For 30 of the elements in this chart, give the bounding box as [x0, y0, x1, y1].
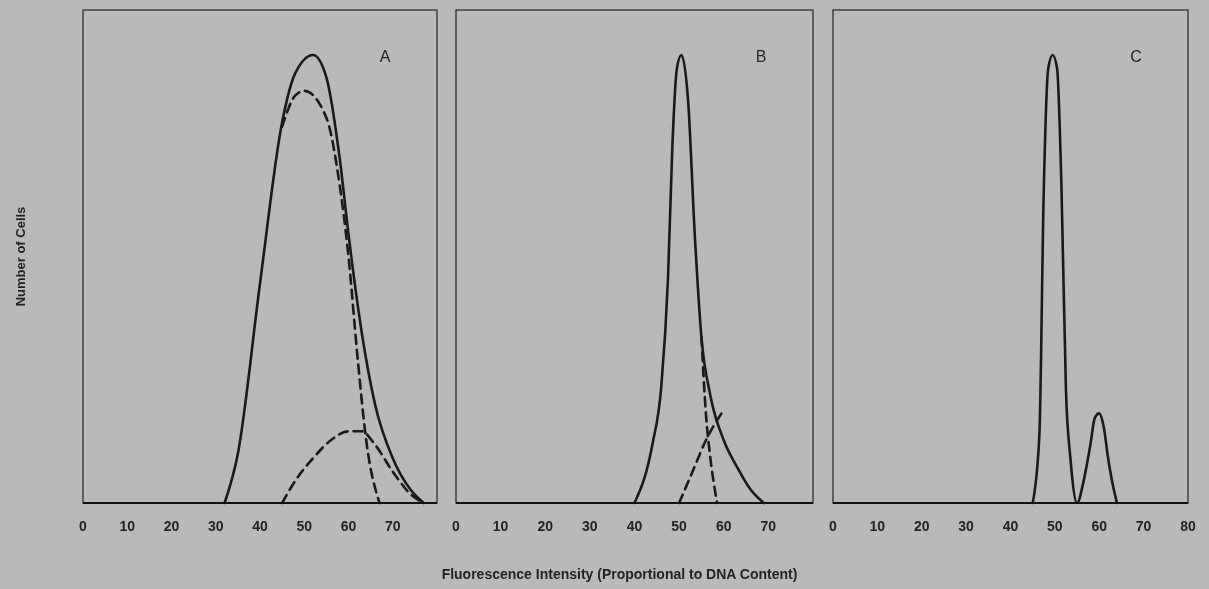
x-tick-label: 60 [715, 518, 732, 534]
x-tick-label: 70 [384, 518, 401, 534]
x-tick-label: 10 [869, 518, 886, 534]
x-tick-label: 20 [163, 518, 180, 534]
x-tick-label: 60 [1091, 518, 1108, 534]
x-tick-label: 30 [582, 518, 598, 534]
x-tick-label: 10 [492, 518, 509, 534]
x-tick-label: 30 [958, 518, 975, 534]
y-axis-title: Number of Cells [13, 206, 28, 307]
x-tick-label: 0 [79, 518, 88, 534]
x-tick-label: 20 [537, 518, 554, 534]
x-tick-label: 70 [760, 518, 777, 534]
x-tick-label: 50 [296, 518, 313, 534]
x-tick-label: 0 [452, 518, 461, 534]
x-axis-title: Fluorescence Intensity (Proportional to DNA Content) [441, 566, 798, 582]
annotation: A [379, 48, 391, 65]
x-tick-label: 50 [671, 518, 688, 534]
x-tick-label: 60 [340, 518, 357, 534]
x-tick-label: 40 [1002, 518, 1019, 534]
x-tick-label: 80 [1180, 518, 1196, 534]
x-tick-label: 40 [252, 518, 268, 534]
x-tick-label: 30 [207, 518, 224, 534]
x-tick-label: 20 [913, 518, 930, 534]
x-tick-label: 10 [119, 518, 136, 534]
x-tick-label: 40 [626, 518, 643, 534]
x-tick-label: 0 [829, 518, 838, 534]
annotation: C [1130, 48, 1142, 65]
x-tick-label: 50 [1047, 518, 1063, 534]
annotation: B [755, 48, 767, 65]
x-tick-label: 70 [1135, 518, 1152, 534]
